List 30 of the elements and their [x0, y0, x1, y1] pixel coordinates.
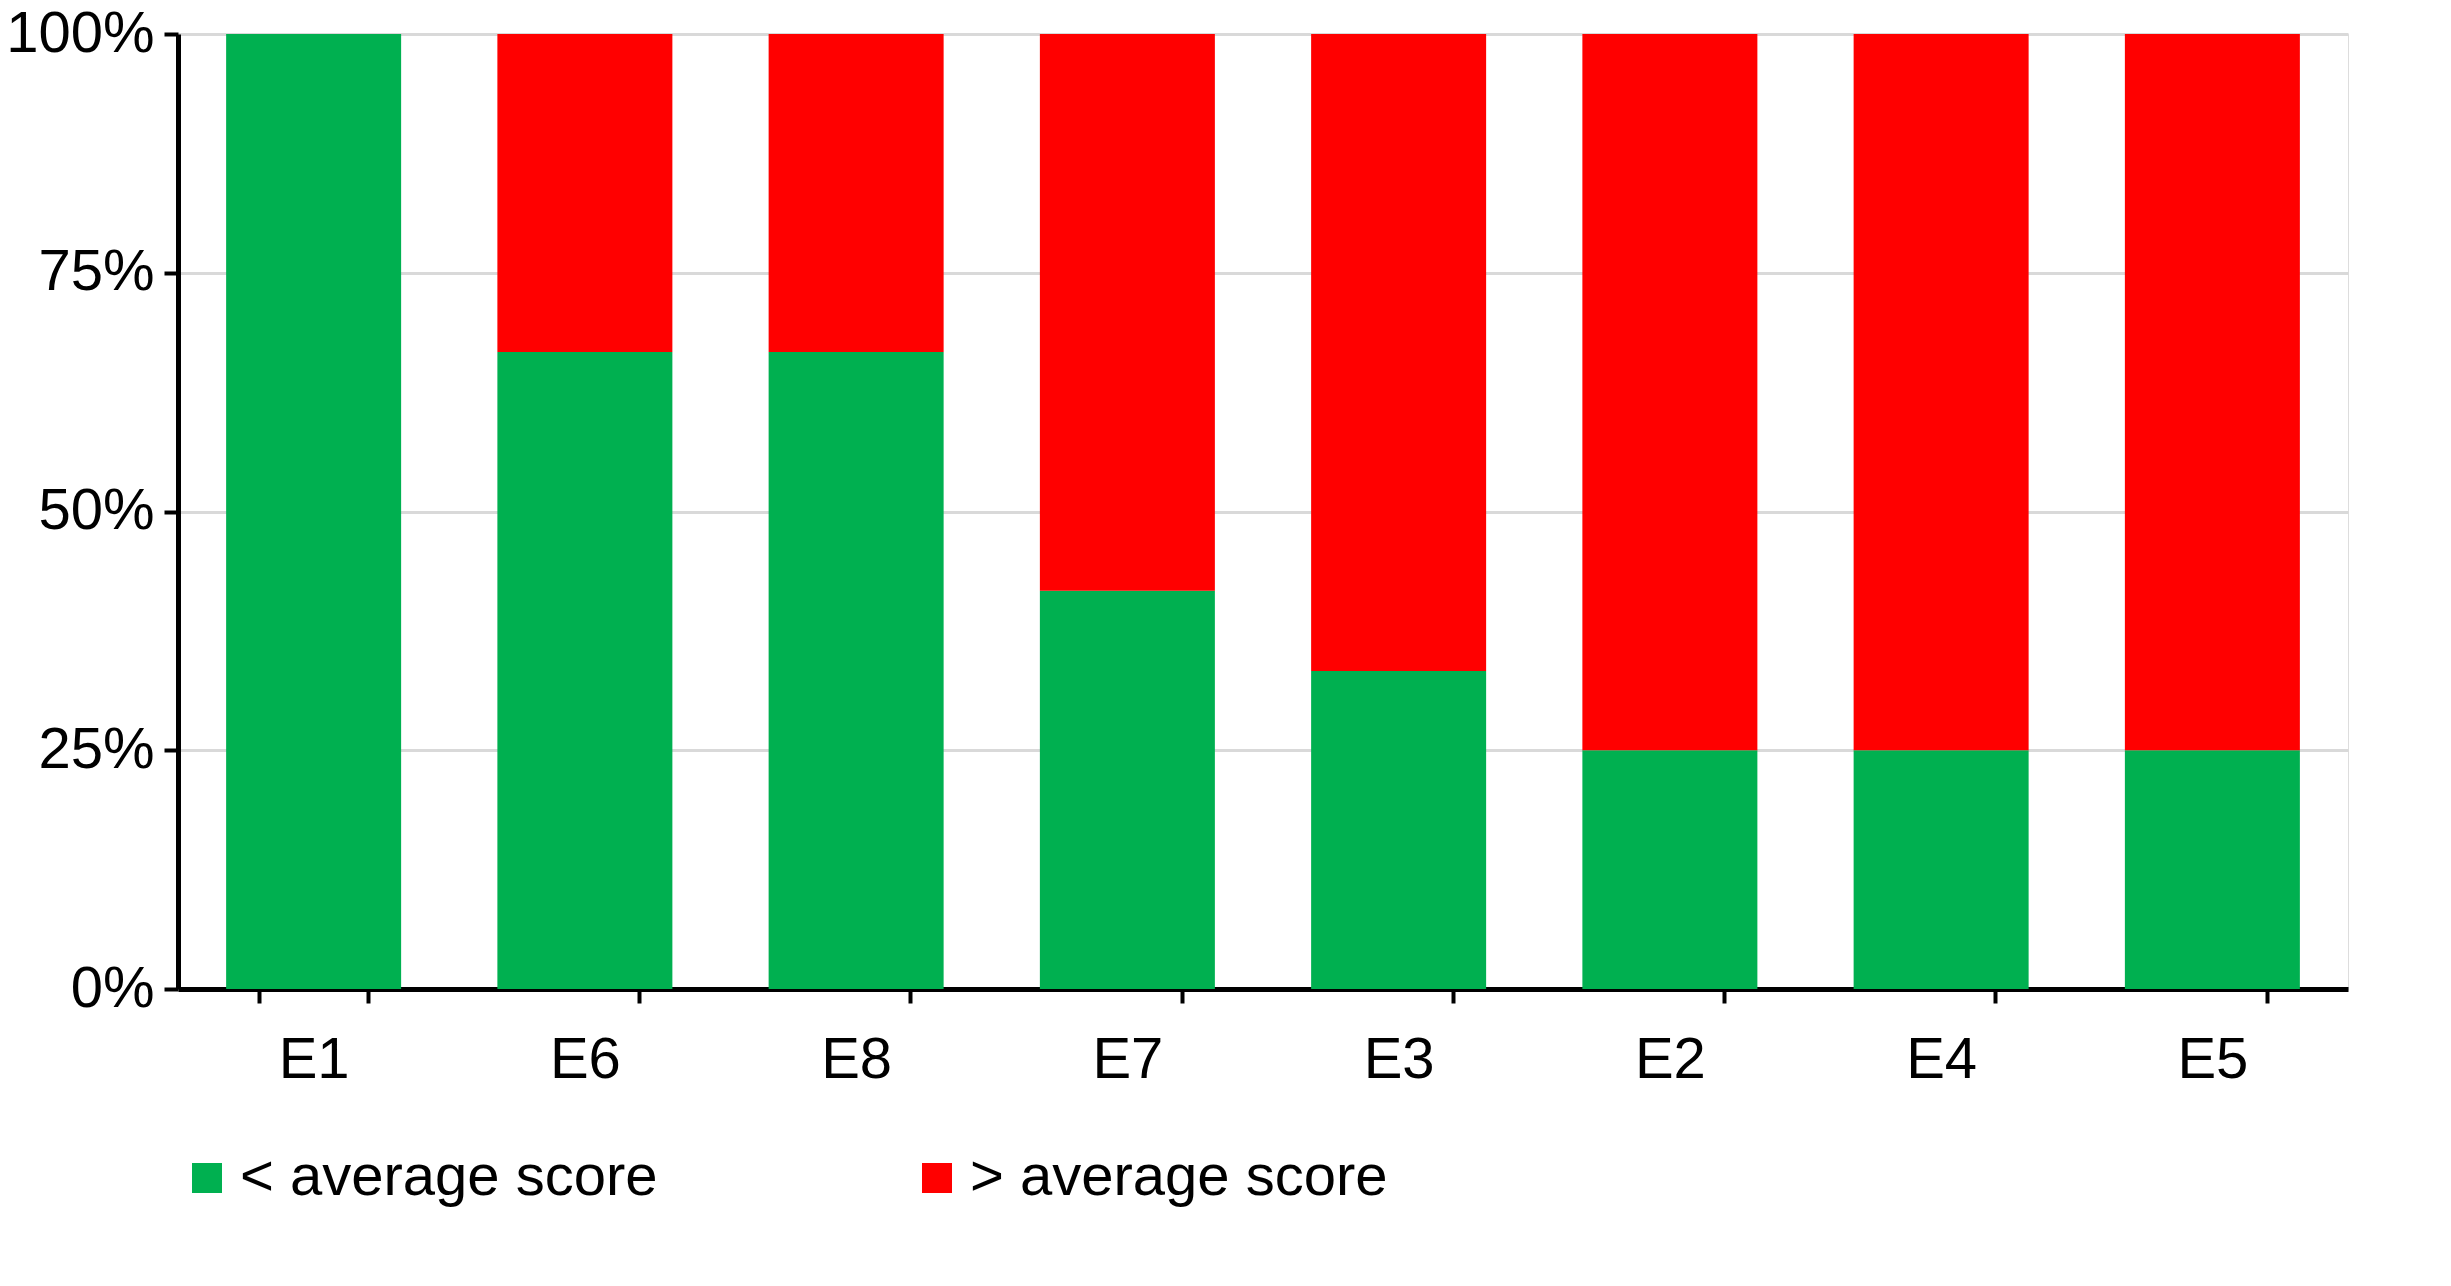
bar	[1853, 750, 2029, 989]
y-tick-label: 75%	[38, 237, 155, 303]
x-tick-label: E8	[821, 1024, 893, 1090]
bar	[1582, 750, 1758, 989]
bar	[1311, 670, 1487, 989]
x-tick-label: E5	[2177, 1024, 2249, 1090]
legend-label: > average score	[970, 1142, 1388, 1207]
x-tick-label: E1	[278, 1024, 350, 1090]
legend-label: < average score	[240, 1142, 658, 1207]
y-tick-label: 50%	[38, 476, 155, 541]
y-tick-label: 25%	[38, 714, 155, 780]
bar	[768, 34, 944, 353]
y-tick-label: 0%	[70, 953, 155, 1019]
x-tick-label: E3	[1363, 1024, 1435, 1090]
x-tick-label: E6	[549, 1024, 621, 1090]
bar	[2124, 750, 2300, 989]
bar	[226, 34, 402, 989]
x-tick-label: E4	[1906, 1024, 1978, 1090]
bar	[1039, 590, 1215, 989]
x-tick-label: E2	[1634, 1024, 1706, 1090]
bar	[1311, 34, 1487, 671]
bar	[1582, 34, 1758, 751]
bar	[1039, 34, 1215, 591]
bar	[497, 352, 673, 989]
bar	[497, 34, 673, 353]
bar	[2124, 34, 2300, 751]
bar	[768, 352, 944, 989]
x-tick-label: E7	[1092, 1024, 1164, 1090]
bar	[1853, 34, 2029, 751]
y-tick-label: 100%	[6, 0, 155, 64]
